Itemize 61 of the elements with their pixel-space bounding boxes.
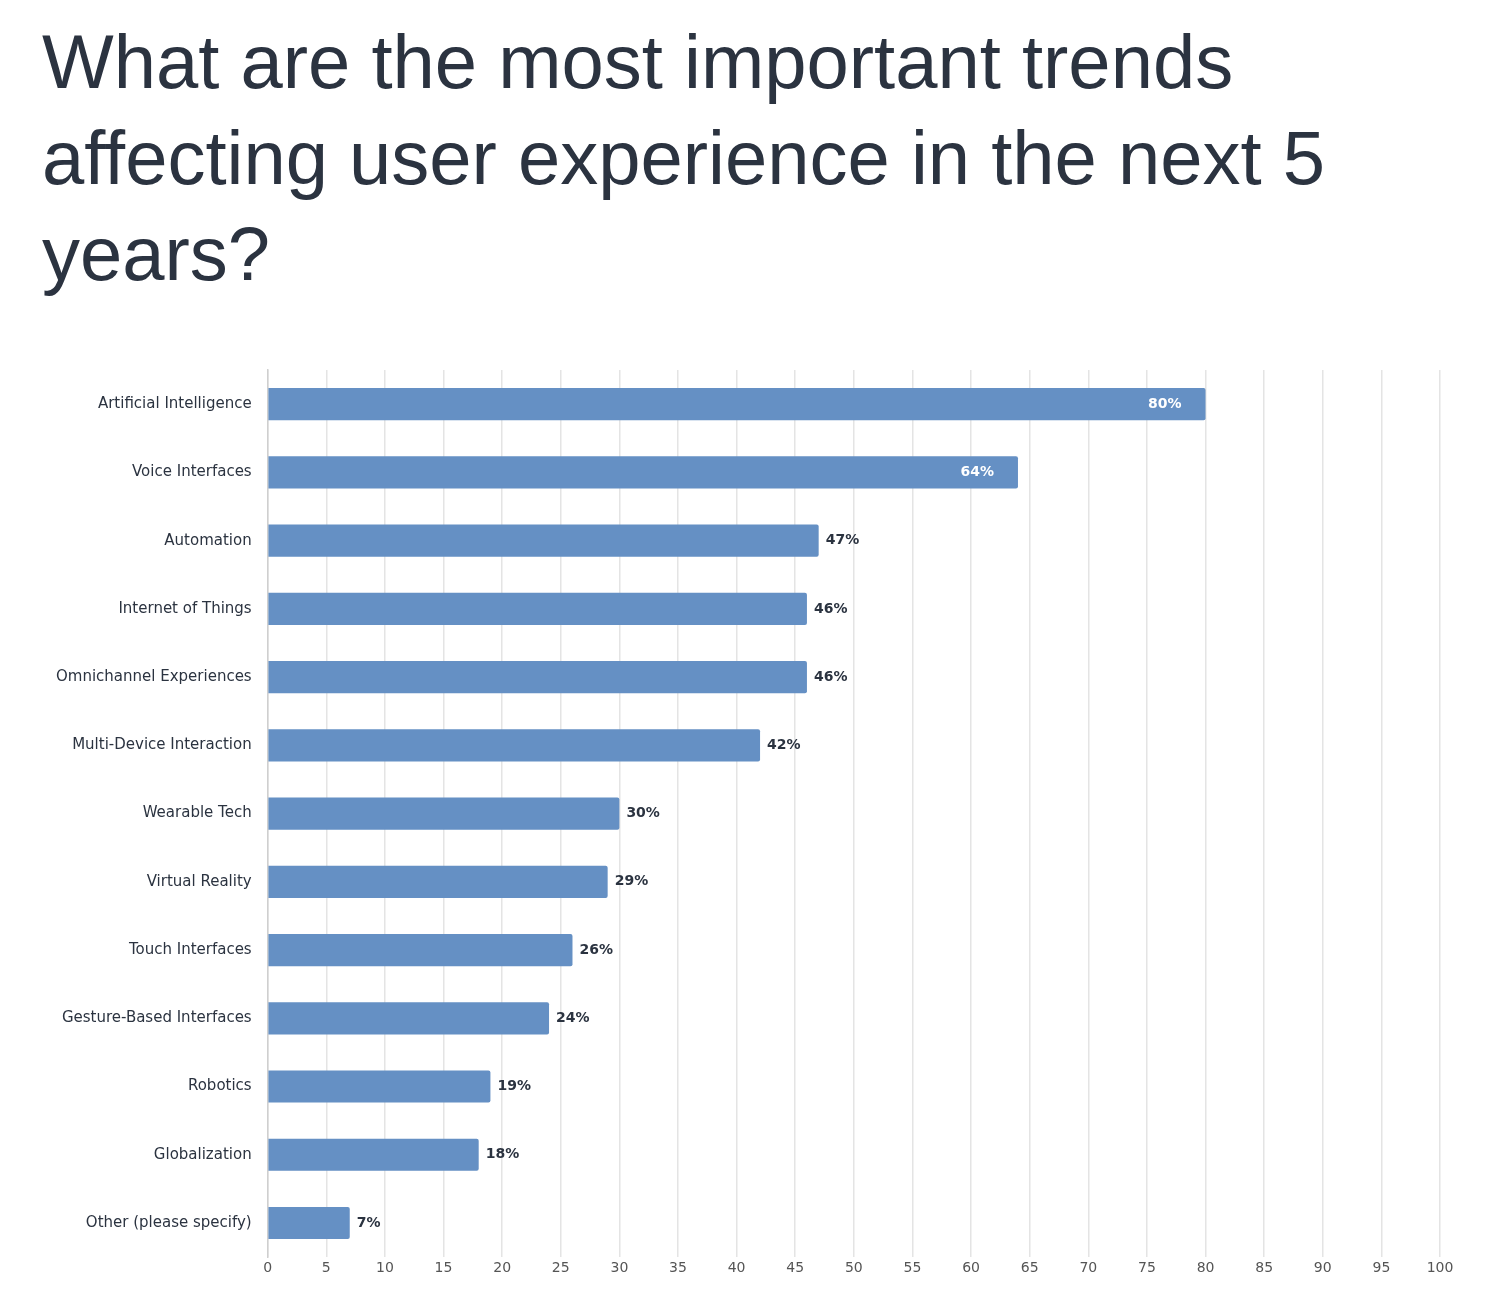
x-tick-label: 20 — [493, 1259, 512, 1276]
x-tick-label: 15 — [434, 1259, 453, 1276]
data-label: 64% — [960, 463, 994, 480]
x-tick-label: 55 — [903, 1259, 922, 1276]
data-label: 26% — [579, 940, 613, 957]
bar — [268, 456, 1018, 489]
x-tick-label: 80 — [1196, 1259, 1215, 1276]
x-tick-label: 25 — [551, 1259, 570, 1276]
data-label: 42% — [767, 735, 801, 752]
x-tick-label: 65 — [1020, 1259, 1039, 1276]
bar — [268, 729, 761, 762]
bar — [268, 524, 819, 557]
x-tick-label: 60 — [962, 1259, 980, 1276]
bar — [268, 1207, 350, 1240]
y-tick-label: Voice Interfaces — [132, 462, 252, 481]
x-tick-label: 45 — [786, 1259, 805, 1276]
data-label: 24% — [556, 1008, 590, 1025]
x-tick-label: 85 — [1255, 1259, 1274, 1276]
x-tick-label: 35 — [669, 1259, 687, 1276]
x-tick-label: 40 — [727, 1259, 746, 1276]
y-tick-label: Omnichannel Experiences — [55, 667, 252, 685]
y-tick-label: Robotics — [187, 1076, 252, 1095]
x-tick-label: 90 — [1313, 1259, 1332, 1276]
bar — [268, 661, 807, 694]
bar — [268, 934, 573, 967]
bar — [268, 592, 807, 625]
bar — [268, 388, 1206, 421]
x-tick-label: 100 — [1426, 1259, 1454, 1276]
y-tick-label: Multi-Device Interaction — [72, 735, 252, 754]
data-label: 18% — [485, 1145, 520, 1162]
bar — [268, 1002, 550, 1035]
x-tick-label: 50 — [844, 1259, 863, 1276]
y-tick-label: Artificial Intelligence — [97, 394, 252, 413]
y-tick-label: Wearable Tech — [142, 803, 252, 822]
y-tick-label: Other (please specify) — [85, 1212, 252, 1231]
data-label: 80% — [1148, 394, 1182, 411]
x-tick-label: 95 — [1372, 1259, 1391, 1276]
data-label: 29% — [614, 872, 649, 889]
x-tick-label: 0 — [263, 1259, 273, 1276]
y-tick-label: Globalization — [153, 1144, 252, 1163]
data-label: 7% — [356, 1213, 381, 1230]
y-tick-label: Gesture-Based Interfaces — [61, 1008, 252, 1027]
y-tick-label: Automation — [164, 530, 252, 549]
x-tick-label: 75 — [1138, 1259, 1156, 1276]
bar — [268, 1070, 491, 1103]
bar — [268, 865, 608, 898]
bar — [268, 797, 620, 830]
y-tick-label: Internet of Things — [118, 598, 252, 617]
x-tick-label: 30 — [610, 1259, 629, 1276]
data-label: 46% — [813, 599, 848, 616]
data-label: 46% — [813, 667, 848, 684]
data-label: 30% — [626, 804, 660, 821]
bar — [268, 1138, 479, 1171]
x-tick-label: 70 — [1079, 1259, 1098, 1276]
y-tick-label: Virtual Reality — [146, 871, 252, 890]
y-tick-label: Touch Interfaces — [127, 939, 252, 958]
chart-title: What are the most important trends affecting user experience in the next 5 years? — [41, 18, 1326, 298]
data-label: 19% — [497, 1077, 531, 1094]
x-tick-label: 5 — [321, 1259, 331, 1276]
x-tick-label: 10 — [376, 1259, 394, 1276]
data-label: 47% — [825, 531, 860, 548]
